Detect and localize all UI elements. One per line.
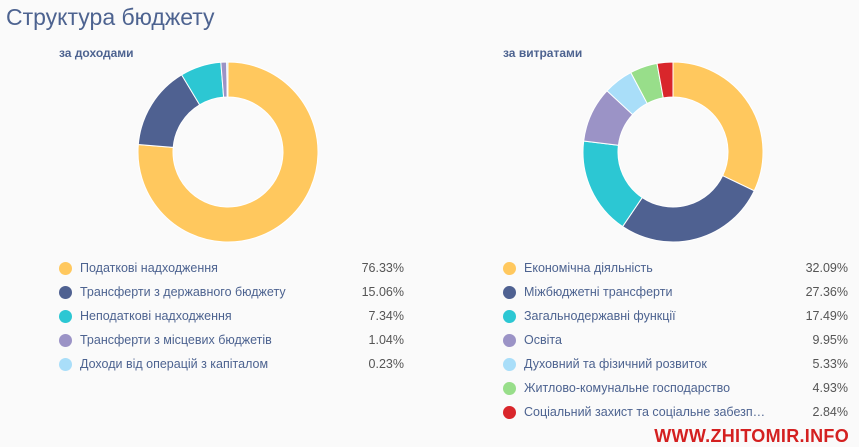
legend-value: 7.34% xyxy=(368,309,404,323)
legend-item[interactable]: Житлово-комунальне господарство 4.93% xyxy=(503,378,848,402)
legend-value: 17.49% xyxy=(805,309,848,323)
legend-label: Житлово-комунальне господарство xyxy=(524,381,731,395)
legend-color-dot xyxy=(503,286,516,299)
legend-item[interactable]: Трансферти з місцевих бюджетів 1.04% xyxy=(59,330,404,354)
legend-color-dot xyxy=(503,262,516,275)
legend-item[interactable]: Духовний та фізичний розвиток 5.33% xyxy=(503,354,848,378)
legend-label: Економічна діяльність xyxy=(524,261,653,275)
legend-item[interactable]: Загальнодержавні функції 17.49% xyxy=(503,306,848,330)
page-title: Структура бюджету xyxy=(6,4,215,30)
legend-label: Трансферти з державного бюджету xyxy=(80,285,286,299)
legend-value: 9.95% xyxy=(812,333,848,347)
legend-color-dot xyxy=(503,358,516,371)
legend-item[interactable]: Неподаткові надходження 7.34% xyxy=(59,306,404,330)
legend-label: Загальнодержавні функції xyxy=(524,309,676,323)
donut-slice[interactable] xyxy=(226,61,229,98)
legend-item[interactable]: Податкові надходження 76.33% xyxy=(59,258,404,282)
watermark: WWW.ZHITOMIR.INFO xyxy=(654,426,849,446)
legend-item[interactable]: Соціальний захист та соціальне забезпече… xyxy=(503,402,848,426)
legend-value: 32.09% xyxy=(805,261,848,275)
expense-legend: Економічна діяльність 32.09% Міжбюджетні т… xyxy=(503,258,848,426)
donut-slice[interactable] xyxy=(621,175,755,243)
legend-color-dot xyxy=(59,334,72,347)
legend-color-dot xyxy=(503,334,516,347)
income-donut-chart xyxy=(137,61,319,243)
legend-value: 27.36% xyxy=(805,285,848,299)
legend-label: Духовний та фізичний розвиток xyxy=(524,357,707,371)
legend-label: Трансферти з місцевих бюджетів xyxy=(80,333,272,347)
legend-color-dot xyxy=(59,262,72,275)
legend-value: 5.33% xyxy=(812,357,848,371)
legend-value: 1.04% xyxy=(368,333,404,347)
donut-slice[interactable] xyxy=(137,61,319,243)
legend-color-dot xyxy=(503,310,516,323)
legend-label: Міжбюджетні трансферти xyxy=(524,285,673,299)
donut-slice[interactable] xyxy=(656,61,674,99)
legend-color-dot xyxy=(59,286,72,299)
legend-label: Соціальний захист та соціальне забезпече… xyxy=(524,405,769,419)
income-subtitle: за доходами xyxy=(59,46,134,60)
legend-item[interactable]: Доходи від операцій з капіталом 0.23% xyxy=(59,354,404,378)
legend-label: Доходи від операцій з капіталом xyxy=(80,357,269,371)
legend-value: 15.06% xyxy=(361,285,404,299)
expense-subtitle: за витратами xyxy=(503,46,583,60)
legend-value: 4.93% xyxy=(812,381,848,395)
legend-color-dot xyxy=(59,358,72,371)
legend-value: 0.23% xyxy=(368,357,404,371)
legend-label: Неподаткові надходження xyxy=(80,309,232,323)
expense-donut-chart xyxy=(582,61,764,243)
legend-label: Освіта xyxy=(524,333,562,347)
income-legend: Податкові надходження 76.33% Трансферти з … xyxy=(59,258,404,378)
legend-item[interactable]: Трансферти з державного бюджету 15.06% xyxy=(59,282,404,306)
legend-value: 2.84% xyxy=(812,405,848,419)
legend-item[interactable]: Міжбюджетні трансферти 27.36% xyxy=(503,282,848,306)
donut-slice[interactable] xyxy=(672,61,764,192)
legend-item[interactable]: Освіта 9.95% xyxy=(503,330,848,354)
legend-color-dot xyxy=(59,310,72,323)
legend-color-dot xyxy=(503,382,516,395)
legend-value: 76.33% xyxy=(361,261,404,275)
legend-item[interactable]: Економічна діяльність 32.09% xyxy=(503,258,848,282)
legend-label: Податкові надходження xyxy=(80,261,218,275)
legend-color-dot xyxy=(503,406,516,419)
